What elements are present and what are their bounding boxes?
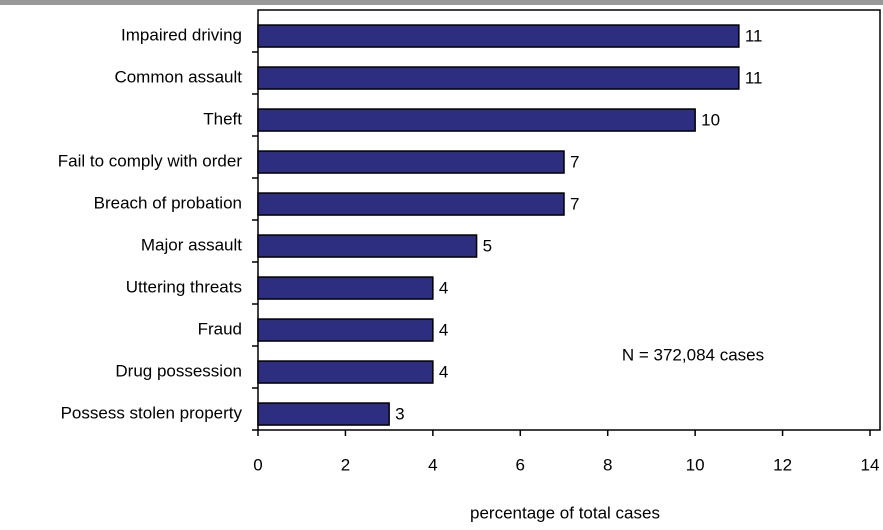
bar: [257, 234, 478, 258]
bar: [257, 24, 740, 48]
value-label: 4: [439, 279, 448, 298]
x-tick-label: 14: [861, 455, 880, 474]
y-tick-label: Common assault: [114, 68, 242, 87]
x-axis-label: percentage of total cases: [470, 503, 660, 522]
bar: [257, 276, 434, 300]
x-tick-label: 6: [516, 455, 525, 474]
annotation: N = 372,084 cases: [622, 345, 764, 364]
y-tick-label: Fail to comply with order: [58, 152, 243, 171]
bar: [257, 192, 565, 216]
value-label: 7: [570, 195, 579, 214]
bar: [257, 402, 390, 426]
value-label: 4: [439, 321, 448, 340]
bar: [257, 108, 696, 132]
value-label: 4: [439, 363, 448, 382]
y-tick-label: Drug possession: [115, 362, 242, 381]
y-tick-label: Major assault: [141, 236, 242, 255]
y-tick-label: Breach of probation: [94, 194, 242, 213]
x-tick-label: 0: [253, 455, 262, 474]
value-label: 11: [745, 27, 763, 46]
x-tick-label: 4: [428, 455, 437, 474]
y-tick-label: Possess stolen property: [61, 404, 243, 423]
top-band: [0, 0, 883, 5]
x-tick-label: 10: [686, 455, 705, 474]
value-label: 7: [570, 153, 579, 172]
x-tick-label: 2: [341, 455, 350, 474]
value-label: 5: [483, 237, 492, 256]
y-tick-label: Fraud: [198, 320, 242, 339]
value-label: 11: [745, 69, 763, 88]
y-tick-label: Impaired driving: [121, 26, 242, 45]
value-label: 3: [395, 405, 404, 424]
y-tick-label: Uttering threats: [126, 278, 242, 297]
bar: [257, 360, 434, 384]
y-tick-label: Theft: [203, 110, 242, 129]
bar: [257, 66, 740, 90]
bar: [257, 150, 565, 174]
value-label: 10: [701, 111, 720, 130]
bar: [257, 318, 434, 342]
x-tick-label: 12: [773, 455, 792, 474]
x-tick-label: 8: [603, 455, 612, 474]
